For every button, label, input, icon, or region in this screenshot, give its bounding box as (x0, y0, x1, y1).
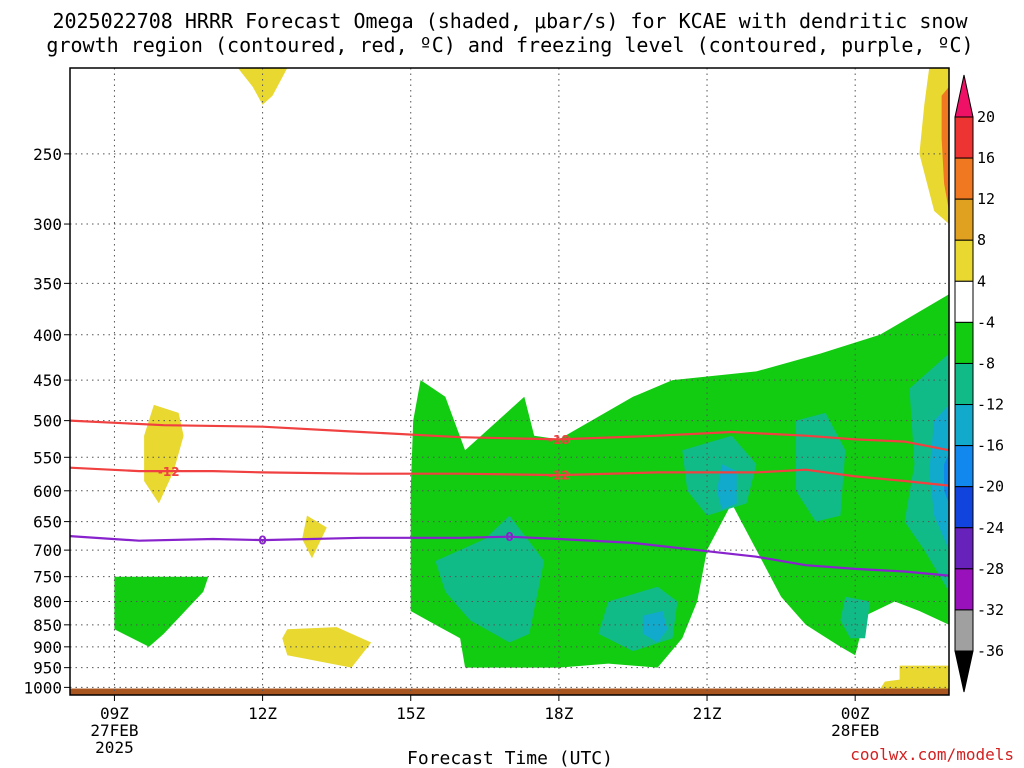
contour-label-3: 0 (258, 534, 266, 548)
omega-region-9 (435, 515, 545, 643)
y-tick-label: 400 (33, 326, 62, 345)
colorbar-label: -32 (977, 601, 1004, 619)
omega-region-12 (795, 412, 846, 522)
colorbar-box (954, 239, 974, 282)
colorbar-bottom-arrow (954, 650, 974, 693)
omega-region-11 (682, 435, 757, 516)
omega-region-14 (840, 596, 870, 639)
y-tick-label: 700 (33, 541, 62, 560)
colorbar-box (954, 527, 974, 570)
x-tick-label: 15Z (396, 704, 425, 723)
plot-frame (69, 67, 950, 696)
y-tick-label: 550 (33, 448, 62, 467)
shaded-omega-regions (114, 68, 949, 690)
x-tick-label: 28FEB (831, 721, 879, 740)
omega-region-6 (879, 665, 949, 690)
grid-lines (70, 68, 949, 695)
colorbar-box (954, 609, 974, 652)
ground-layer (70, 688, 949, 695)
y-tick-label: 900 (33, 638, 62, 657)
colorbar-label: -24 (977, 519, 1004, 537)
x-tick-label: 12Z (248, 704, 277, 723)
y-tick-label: 250 (33, 145, 62, 164)
y-axis-ticks: 250 300 350 400 450 500 550 600 650 700 750 800 850 9… (23, 145, 70, 697)
contour-line-1 (70, 466, 949, 487)
x-tick-label: 09Z (100, 704, 129, 723)
y-tick-label: 850 (33, 616, 62, 635)
x-tick-label: 27FEB (90, 721, 138, 740)
contour-label-0: -18 (548, 433, 570, 447)
colorbar-label: 4 (977, 272, 986, 290)
x-axis-label: Forecast Time (UTC) (407, 748, 613, 768)
contour-label-1: -12 (158, 465, 180, 479)
colorbar-box (954, 568, 974, 611)
chart-title-line2: growth region (contoured, red, ºC) and f… (46, 33, 973, 57)
y-tick-label: 800 (33, 593, 62, 612)
colorbar-box (954, 198, 974, 241)
omega-region-3 (144, 404, 184, 504)
contour-label-4: 0 (505, 530, 513, 544)
temperature-contours: -18 -12 -12 0 0 (70, 419, 949, 577)
y-tick-label: 500 (33, 412, 62, 431)
y-tick-label: 650 (33, 513, 62, 532)
omega-region-8 (410, 294, 949, 668)
omega-region-15 (642, 611, 668, 643)
colorbar-label: -12 (977, 396, 1004, 414)
colorbar-label: 8 (977, 231, 986, 249)
colorbar-label: -8 (977, 354, 995, 372)
colorbar-box (954, 280, 974, 323)
ground-strip (70, 688, 949, 695)
chart-title-line1: 2025022708 HRRR Forecast Omega (shaded, … (52, 9, 968, 33)
colorbar-box (954, 445, 974, 488)
y-tick-label: 750 (33, 568, 62, 587)
colorbar-box (954, 362, 974, 406)
y-tick-label: 1000 (23, 678, 62, 697)
y-tick-label: 350 (33, 274, 62, 293)
colorbar-label: -36 (977, 642, 1004, 660)
contour-line-0 (70, 419, 949, 452)
y-tick-label: 300 (33, 215, 62, 234)
omega-region-7 (114, 576, 209, 647)
colorbar: 20 16 12 8 4 -4 -8 -12 -16 -20 -24 -28 -32 -36 (954, 74, 1004, 693)
colorbar-label: 12 (977, 190, 995, 208)
colorbar-box (954, 486, 974, 529)
credit-text: coolwx.com/models (850, 745, 1014, 764)
omega-region-13 (904, 353, 949, 592)
y-tick-label: 450 (33, 371, 62, 390)
x-tick-label: 21Z (693, 704, 722, 723)
colorbar-box (954, 157, 974, 200)
omega-region-17 (929, 404, 949, 551)
x-tick-label: 00Z (841, 704, 870, 723)
x-tick-label: 2025 (95, 738, 134, 757)
colorbar-top-arrow (954, 74, 974, 118)
contour-line-2 (70, 535, 949, 577)
y-tick-label: 950 (33, 659, 62, 678)
colorbar-box (954, 404, 974, 447)
omega-region-0 (237, 68, 288, 105)
colorbar-label: 20 (977, 108, 995, 126)
colorbar-label: -16 (977, 437, 1004, 455)
colorbar-label: -4 (977, 313, 995, 331)
x-tick-label: 18Z (544, 704, 573, 723)
omega-region-5 (282, 627, 372, 668)
plot-area: -18 -12 -12 0 0 (70, 68, 949, 695)
colorbar-box (954, 321, 974, 364)
contour-label-2: -12 (548, 469, 570, 483)
colorbar-label: -20 (977, 478, 1004, 496)
colorbar-label: -28 (977, 560, 1004, 578)
colorbar-box (954, 116, 974, 159)
colorbar-label: 16 (977, 149, 995, 167)
omega-region-16 (716, 464, 737, 510)
y-tick-label: 600 (33, 482, 62, 501)
omega-region-4 (302, 515, 327, 559)
omega-region-2 (941, 86, 949, 211)
